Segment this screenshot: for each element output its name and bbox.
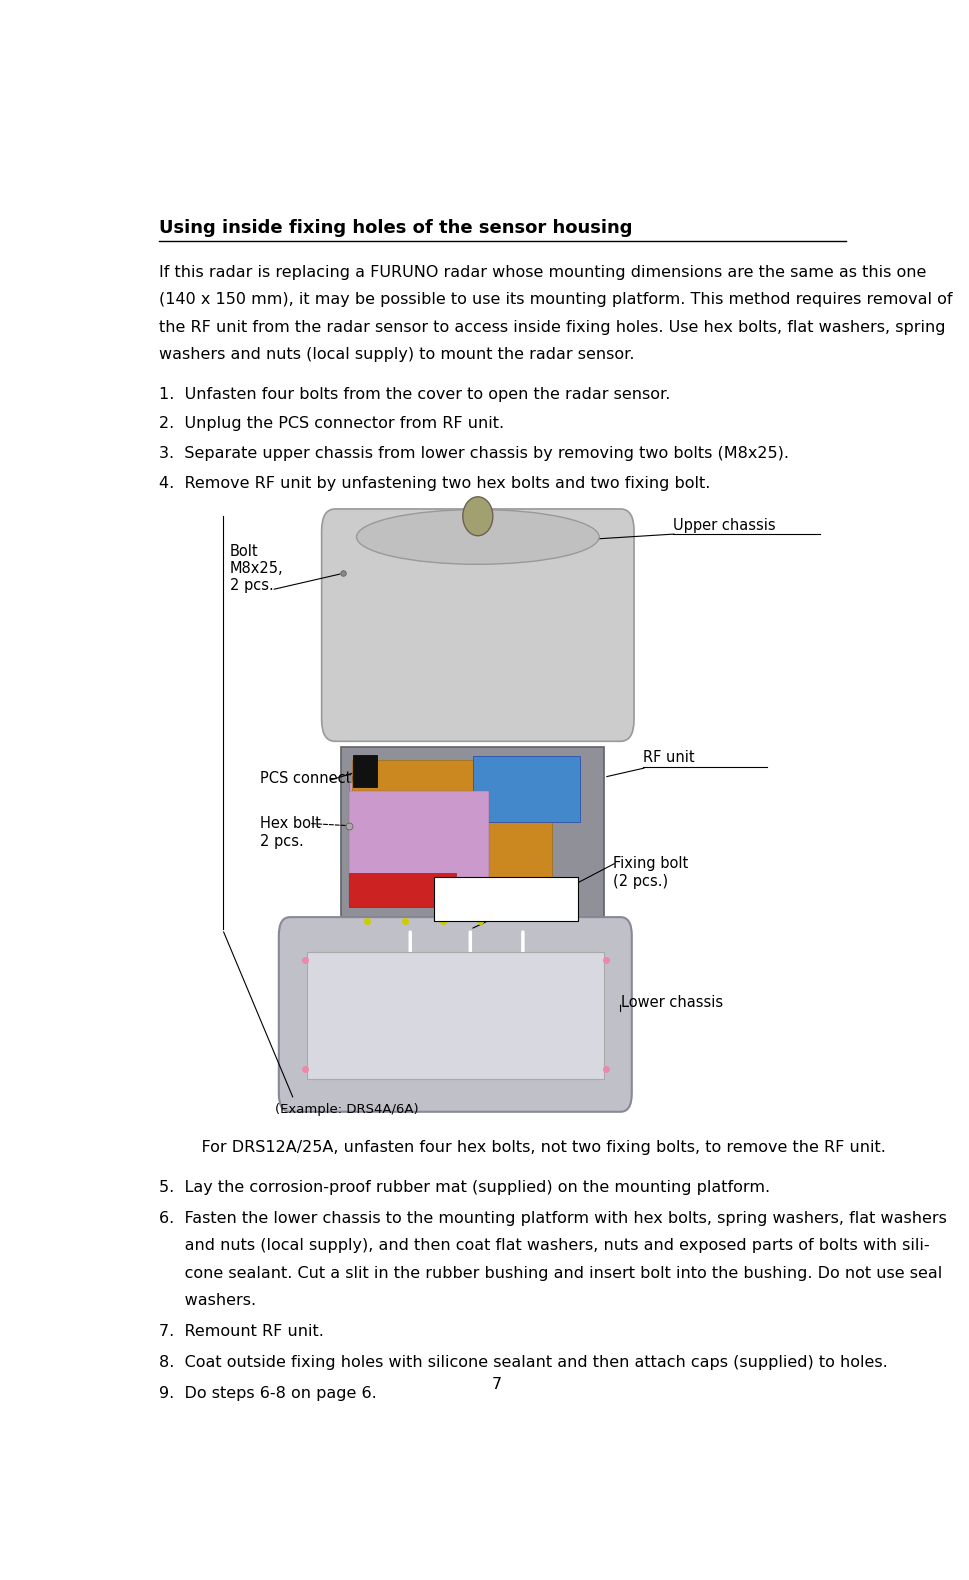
Text: (Example: DRS4A/6A): (Example: DRS4A/6A) [275,1103,419,1115]
Text: 6.  Fasten the lower chassis to the mounting platform with hex bolts, spring was: 6. Fasten the lower chassis to the mount… [159,1210,947,1226]
Text: Upper chassis: Upper chassis [673,518,776,532]
Text: (140 x 150 mm), it may be possible to use its mounting platform. This method req: (140 x 150 mm), it may be possible to us… [159,292,953,308]
FancyBboxPatch shape [322,509,634,741]
Text: 7.  Remount RF unit.: 7. Remount RF unit. [159,1324,324,1340]
Text: RF unit: RF unit [643,750,695,765]
FancyBboxPatch shape [349,792,489,905]
Text: and nuts (local supply), and then coat flat washers, nuts and exposed parts of b: and nuts (local supply), and then coat f… [159,1239,929,1253]
Text: the RF unit from the radar sensor to access inside fixing holes. Use hex bolts, : the RF unit from the radar sensor to acc… [159,319,945,335]
FancyBboxPatch shape [349,872,455,907]
Text: 1.  Unfasten four bolts from the cover to open the radar sensor.: 1. Unfasten four bolts from the cover to… [159,387,670,401]
Text: Fixing bolt
(2 pcs.): Fixing bolt (2 pcs.) [613,856,688,888]
FancyBboxPatch shape [353,760,551,899]
Text: Bolt
M8x25,
2 pcs.: Bolt M8x25, 2 pcs. [230,544,284,594]
Text: 8.  Coat outside fixing holes with silicone sealant and then attach caps (suppli: 8. Coat outside fixing holes with silico… [159,1356,888,1370]
Text: cone sealant. Cut a slit in the rubber bushing and insert bolt into the bushing.: cone sealant. Cut a slit in the rubber b… [159,1266,942,1281]
Ellipse shape [357,510,599,564]
Text: Hex bolt
2 pcs.: Hex bolt 2 pcs. [260,817,321,848]
Text: 5.  Lay the corrosion-proof rubber mat (supplied) on the mounting platform.: 5. Lay the corrosion-proof rubber mat (s… [159,1180,769,1194]
Text: washers and nuts (local supply) to mount the radar sensor.: washers and nuts (local supply) to mount… [159,348,634,362]
Text: washers.: washers. [159,1292,256,1308]
FancyBboxPatch shape [473,755,579,822]
FancyBboxPatch shape [306,953,604,1079]
Text: 4.  Remove RF unit by unfastening two hex bolts and two fixing bolt.: 4. Remove RF unit by unfastening two hex… [159,476,710,491]
Text: Lower chassis: Lower chassis [620,995,723,1010]
Text: PCS connector: PCS connector [260,771,366,787]
Ellipse shape [463,496,493,536]
FancyBboxPatch shape [341,747,604,916]
Text: 7: 7 [491,1376,502,1392]
Text: 3.  Separate upper chassis from lower chassis by removing two bolts (M8x25).: 3. Separate upper chassis from lower cha… [159,446,789,461]
FancyBboxPatch shape [279,916,632,1112]
FancyBboxPatch shape [353,755,377,787]
Text: Inside fixing holes: Inside fixing holes [446,893,566,905]
Text: 9.  Do steps 6-8 on page 6.: 9. Do steps 6-8 on page 6. [159,1386,376,1401]
FancyBboxPatch shape [433,877,578,921]
FancyBboxPatch shape [349,782,497,905]
Text: If this radar is replacing a FURUNO radar whose mounting dimensions are the same: If this radar is replacing a FURUNO rada… [159,265,926,280]
Text: For DRS12A/25A, unfasten four hex bolts, not two fixing bolts, to remove the RF : For DRS12A/25A, unfasten four hex bolts,… [181,1139,886,1155]
Text: 2.  Unplug the PCS connector from RF unit.: 2. Unplug the PCS connector from RF unit… [159,417,504,431]
Text: Using inside fixing holes of the sensor housing: Using inside fixing holes of the sensor … [159,218,632,237]
